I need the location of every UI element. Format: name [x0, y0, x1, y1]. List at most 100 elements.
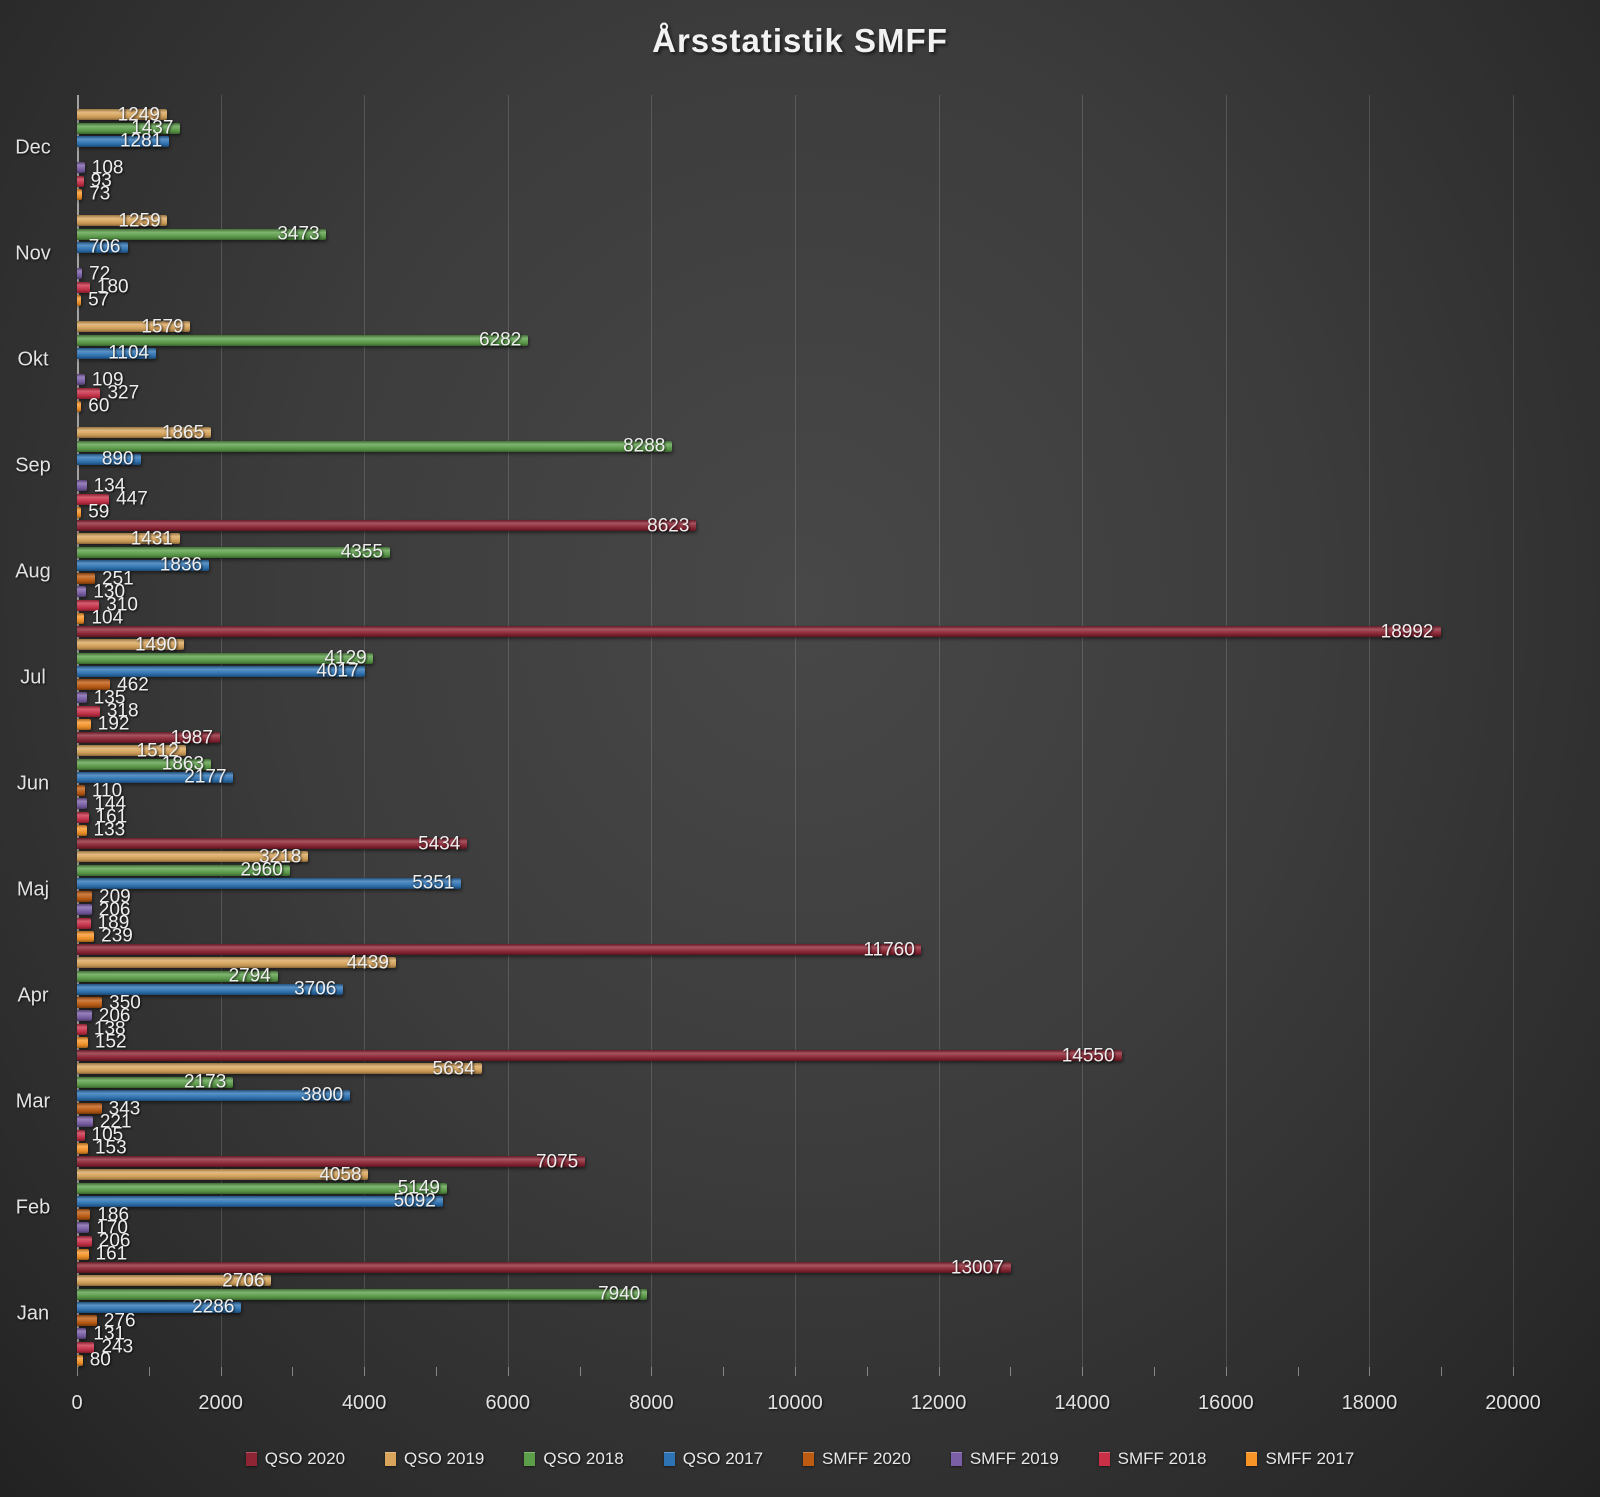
bar-row: 3706	[77, 978, 1513, 1000]
bar-value-label: 130	[93, 581, 126, 603]
bar-qso-2017-okt	[77, 347, 157, 359]
bar-qso-2020-maj	[77, 838, 468, 850]
bar-value-label: 310	[106, 594, 138, 616]
bar-row: 4017	[77, 662, 1513, 681]
x-axis-label: 8000	[629, 1392, 674, 1414]
bar-smff-2019-aug	[77, 586, 87, 598]
bar-value-label: 6282	[479, 329, 522, 351]
bar-row: 105	[77, 1124, 1513, 1146]
y-axis-label-aug: Aug	[15, 560, 51, 583]
bar-qso-2019-sep	[77, 427, 211, 439]
bar-smff-2019-jan	[77, 1328, 87, 1340]
bar-value-label: 706	[88, 236, 121, 258]
bar-row: 1259	[77, 211, 1513, 230]
bar-value-label: 93	[90, 170, 112, 192]
bar-value-label: 13007	[950, 1257, 1004, 1279]
bar-row: 276	[77, 1310, 1513, 1332]
bar-qso-2018-nov	[77, 228, 327, 240]
bar-row: 209	[77, 887, 1513, 906]
bar-row: 135	[77, 688, 1513, 707]
bar-qso-2020-aug	[77, 520, 697, 532]
bar-row: 161	[77, 808, 1513, 827]
bar-smff-2018-okt	[77, 387, 101, 399]
bar-value-label: 5351	[412, 872, 455, 894]
bar-value-label: 251	[102, 568, 134, 590]
bar-smff-2020-jul	[77, 679, 111, 691]
x-axis-tick	[795, 1367, 796, 1376]
bar-row: 161	[77, 1245, 1513, 1264]
x-axis-label: 14000	[1054, 1392, 1110, 1414]
bar-row: 327	[77, 384, 1513, 403]
bar-qso-2018-jun	[77, 758, 211, 770]
y-axis-label-maj: Maj	[16, 878, 50, 901]
bar-row: 138	[77, 1020, 1513, 1039]
bar-row: 72	[77, 264, 1513, 283]
bar-value-label: 105	[91, 1124, 124, 1146]
legend-item-qso-2017: QSO 2017	[663, 1449, 763, 1469]
bar-row: 73	[77, 185, 1513, 204]
bar-value-label: 108	[91, 157, 124, 179]
gridline	[938, 95, 940, 1367]
gridline	[795, 95, 796, 1367]
bar-row: 59	[77, 503, 1513, 522]
bar-value-label: 110	[91, 780, 123, 802]
x-axis-tick	[1154, 1367, 1155, 1376]
bar-row: 6282	[77, 329, 1513, 351]
bar-row: 2960	[77, 861, 1513, 880]
bar-smff-2019-okt	[77, 374, 85, 386]
bar-row: 7940	[77, 1285, 1513, 1304]
x-axis-label: 18000	[1341, 1392, 1398, 1414]
bar-smff-2018-jan	[77, 1341, 95, 1353]
bar-value-label: 5092	[393, 1190, 436, 1212]
bar-qso-2018-apr	[77, 970, 278, 982]
gridline	[220, 95, 222, 1367]
bar-row: 180	[77, 278, 1513, 297]
bar-value-label: 5149	[397, 1177, 440, 1199]
bar-qso-2017-apr	[77, 983, 344, 995]
bar-smff-2017-aug	[77, 612, 85, 624]
bar-row: 11760	[77, 940, 1513, 959]
bar-value-label: 3706	[294, 978, 337, 1000]
bar-row: 109	[77, 370, 1513, 389]
bar-smff-2017-jun	[77, 824, 87, 836]
x-axis-label: 0	[71, 1392, 83, 1414]
gridline	[1513, 95, 1514, 1367]
bar-qso-2018-jan	[77, 1288, 648, 1300]
bar-value-label: 57	[88, 289, 110, 311]
bar-smff-2018-nov	[77, 281, 90, 293]
bar-smff-2017-sep	[77, 506, 82, 518]
legend-item-qso-2019: QSO 2019	[385, 1449, 484, 1469]
bar-value-label: 60	[88, 395, 110, 417]
bar-value-label: 890	[101, 448, 134, 470]
x-axis-tick	[292, 1367, 294, 1376]
bar-smff-2017-dec	[77, 188, 83, 200]
x-axis-tick	[1441, 1367, 1443, 1376]
bar-value-label: 2173	[184, 1071, 227, 1093]
bar-smff-2019-nov	[77, 268, 83, 280]
bar-value-label: 206	[98, 899, 131, 921]
bar-qso-2017-dec	[77, 135, 169, 147]
x-axis-tick	[1225, 1367, 1227, 1376]
bar-value-label: 8623	[647, 515, 690, 537]
bar-row: 1865	[77, 423, 1513, 442]
bar-value-label: 170	[96, 1217, 128, 1239]
bar-row: 2173	[77, 1071, 1513, 1093]
x-axis-tick	[436, 1367, 437, 1376]
bar-value-label: 4355	[340, 541, 383, 563]
legend-label: SMFF 2020	[822, 1449, 911, 1468]
bar-value-label: 276	[103, 1310, 136, 1332]
y-axis-label-jan: Jan	[16, 1302, 50, 1325]
bar-row: 343	[77, 1099, 1513, 1118]
legend-swatch	[1246, 1452, 1258, 1466]
x-axis-label: 20000	[1485, 1392, 1541, 1414]
bar-value-label: 318	[106, 700, 139, 722]
bar-value-label: 243	[101, 1336, 134, 1358]
bar-row: 1431	[77, 529, 1513, 548]
bar-row: 4439	[77, 953, 1513, 972]
bar-row: 7075	[77, 1152, 1513, 1171]
x-axis-tick	[579, 1367, 581, 1376]
bar-row: 1104	[77, 344, 1513, 363]
bar-smff-2017-mar	[77, 1142, 88, 1154]
legend-item-smff-2018: SMFF 2018	[1098, 1449, 1206, 1469]
bar-smff-2020-apr	[77, 997, 103, 1009]
